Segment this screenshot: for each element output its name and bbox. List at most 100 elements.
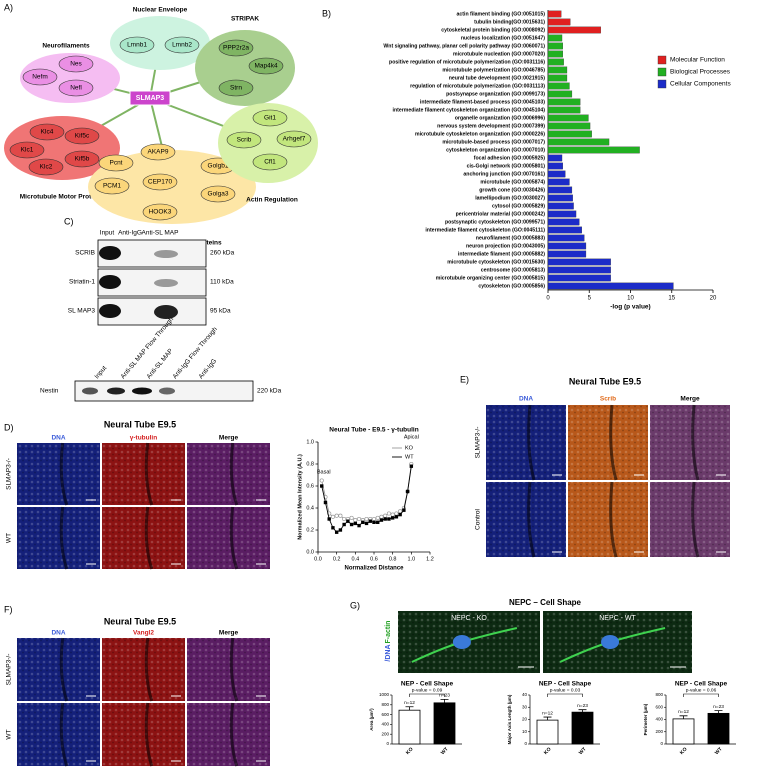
annotation: n=12 — [678, 709, 689, 715]
point — [364, 521, 369, 526]
point — [338, 513, 343, 518]
bar — [547, 34, 563, 42]
y-tick-label: 600 — [381, 712, 389, 717]
gene-label: Cfl1 — [264, 159, 276, 166]
stain-label: /DNA — [385, 644, 392, 661]
tissue-fold — [527, 481, 536, 558]
gene-label: PCM1 — [103, 183, 121, 190]
y-tick-label: 30 — [522, 704, 528, 709]
bar — [547, 114, 589, 122]
gene-label: Arhgef7 — [283, 136, 306, 143]
gene-node — [98, 154, 134, 172]
tissue-fold — [59, 702, 69, 767]
micrograph-texture — [17, 507, 100, 569]
gene-label: Klc2 — [40, 164, 53, 171]
category-label: organelle organization (GO:0006996) — [455, 115, 546, 121]
category-label: neuron projection (GO:0043005) — [466, 243, 545, 249]
error-bar — [714, 710, 723, 714]
bar — [547, 90, 573, 98]
y-tick-label: 200 — [655, 729, 663, 734]
point — [390, 512, 395, 517]
band — [132, 387, 152, 395]
gene-node — [252, 109, 288, 127]
band — [99, 275, 121, 289]
band — [99, 246, 121, 260]
point — [398, 512, 402, 517]
point — [379, 518, 384, 522]
row-label: WT — [6, 729, 13, 739]
category-label: microtubule-based process (GO:0007017) — [442, 139, 545, 145]
significance-bracket — [683, 693, 719, 697]
p-value: p-value = 0.06 — [686, 687, 717, 693]
chart-title: NEP - Cell Shape — [401, 681, 454, 688]
bar — [547, 138, 610, 146]
x-tick-label: 0.2 — [333, 556, 341, 562]
legend-swatch — [657, 79, 667, 89]
gene-label: Map4k4 — [254, 63, 278, 70]
point — [330, 514, 335, 519]
bar — [547, 26, 601, 34]
category-label: microtubule polymerization (GO:0046785) — [442, 67, 545, 73]
category-label: tubulin binding(GO:0015631) — [474, 19, 545, 25]
row-label: SCRIB — [75, 250, 95, 257]
bar — [547, 42, 564, 50]
gene-node — [252, 153, 288, 171]
bar — [547, 250, 587, 258]
bar — [547, 194, 573, 202]
bar — [547, 10, 562, 18]
gene-label: Nefl — [70, 85, 82, 92]
line — [321, 463, 412, 521]
y-tick-label: 400 — [381, 722, 389, 727]
gene-label: CEP170 — [148, 179, 173, 186]
tissue-fold — [229, 506, 239, 570]
category-label: regulation of microtubule polymerization… — [410, 83, 545, 89]
x-tick-label: 1.2 — [426, 556, 434, 562]
legend-label: KO — [405, 445, 414, 451]
gene-label: AKAP9 — [148, 149, 169, 156]
group-ellipse — [110, 16, 210, 70]
y-tick-label: 40 — [522, 692, 528, 697]
category-label: postsynapse organization (GO:0099173) — [446, 91, 545, 97]
point — [320, 484, 324, 488]
category-label: Wnt signaling pathway, planar cell polar… — [383, 43, 545, 49]
gene-node — [142, 203, 178, 221]
bar — [547, 50, 564, 58]
point — [371, 516, 377, 522]
lane-label: Anti-IgG — [197, 358, 218, 381]
row-label: SL MAP3 — [68, 308, 96, 315]
lane-label: Input — [100, 230, 115, 237]
micrograph-texture — [486, 405, 566, 480]
gene-node — [276, 130, 312, 148]
point — [398, 509, 403, 514]
micrograph-texture — [187, 443, 270, 505]
point — [361, 520, 365, 524]
category-label: microtubule organizing center (GO:000581… — [436, 275, 546, 281]
gene-label: Golga3 — [208, 191, 229, 198]
bar — [547, 58, 564, 66]
category-label: intermediate filament-based process (GO:… — [420, 99, 545, 105]
channel-label: DNA — [519, 396, 533, 403]
micrograph-texture — [187, 703, 270, 766]
y-tick-label: 1.0 — [306, 439, 314, 445]
gene-label: Pcnt — [109, 160, 122, 167]
hub-node — [129, 90, 171, 106]
x-tick-label: WT — [714, 746, 724, 756]
micrograph-texture — [650, 482, 730, 557]
p-value: p-value = 0.03 — [550, 687, 581, 693]
tissue-fold — [229, 442, 239, 506]
band — [154, 305, 178, 319]
category-label: cytoskeletal protein binding (GO:0008092… — [441, 27, 545, 33]
band — [154, 279, 178, 287]
error-bar — [543, 716, 552, 721]
tissue-fold — [59, 442, 69, 506]
x-tick-label: 0.6 — [370, 556, 378, 562]
legend-swatch — [657, 67, 667, 77]
bar — [547, 282, 674, 290]
category-label: centrosome (GO:0005813) — [481, 267, 546, 273]
gene-node — [28, 158, 64, 176]
bar — [433, 702, 456, 745]
group-label: Microtubule Motor Proteins — [20, 194, 105, 201]
bar — [398, 709, 421, 745]
category-label: intermediate filament cytoskeleton (GO:0… — [425, 227, 545, 233]
annotation: Apical — [404, 434, 419, 440]
